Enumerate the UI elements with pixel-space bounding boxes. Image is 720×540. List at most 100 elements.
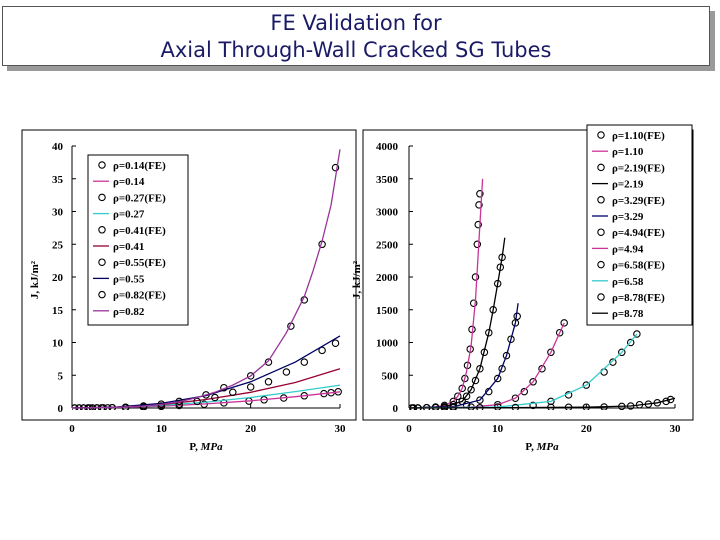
x-tick-label: 10 (156, 423, 168, 435)
data-point (493, 374, 502, 383)
data-point (666, 395, 675, 404)
data-point (331, 163, 340, 172)
y-tick-label: 500 (382, 370, 399, 382)
data-point (609, 358, 617, 366)
data-point (529, 378, 537, 386)
legend-label: ρ=4.94 (612, 243, 644, 255)
data-point (462, 392, 471, 400)
data-point (193, 397, 201, 406)
y-tick-label: 35 (52, 174, 64, 186)
data-point (626, 338, 635, 347)
chart-2: 0 500 1000 1500 2000 2500 3000 3500 4000 0 10 20 30 P… (351, 124, 694, 453)
x-axis-label: P, MPa (525, 441, 559, 453)
data-point (467, 385, 475, 394)
y-tick-label: 1000 (376, 338, 399, 350)
chart-1: 0 5 10 15 20 25 30 35 40 0 10 20 30 P, MPa J, kJ/m² ρ=0… (21, 129, 357, 453)
legend-label: ρ=8.78 (612, 308, 644, 320)
legend-label: ρ=0.27(FE) (113, 192, 166, 204)
legend-label: ρ=0.82(FE) (113, 290, 166, 302)
legend-marker-swatch (98, 226, 106, 234)
y-tick-label: 3000 (376, 207, 399, 219)
legend-label: ρ=3.29 (612, 211, 644, 223)
series-line (72, 149, 341, 409)
data-point (471, 376, 480, 385)
series-line (409, 397, 676, 409)
data-point (511, 394, 520, 402)
data-point (618, 348, 626, 357)
legend-label: ρ=0.14(FE) (113, 160, 166, 172)
y-tick-label: 2500 (376, 239, 399, 251)
legend-marker-swatch (597, 260, 605, 269)
x-tick-label: 20 (581, 423, 593, 435)
data-point (264, 358, 273, 366)
legend: ρ=0.14(FE) ρ=0.14 ρ=0.27(FE) ρ=0.27 ρ=0.41(F… (87, 154, 189, 326)
data-point (520, 387, 529, 396)
legend-marker-swatch (98, 161, 106, 169)
plot-area (72, 149, 342, 410)
legend-label: ρ=2.19(FE) (612, 162, 665, 174)
legend-label: ρ=6.58 (612, 276, 644, 288)
data-point (318, 346, 326, 355)
data-point (582, 381, 591, 389)
legend-label: ρ=0.41(FE) (113, 225, 166, 237)
legend-label: ρ=4.94(FE) (612, 227, 665, 239)
legend-marker-swatch (597, 293, 605, 301)
legend-marker-swatch (597, 228, 605, 236)
legend-label: ρ=3.29(FE) (612, 195, 665, 207)
x-tick-label: 20 (245, 423, 257, 435)
x-axis-label: P, MPa (189, 441, 223, 453)
slide-title-line-2: Axial Through-Wall Cracked SG Tubes (160, 38, 552, 62)
legend-box (586, 124, 693, 326)
data-point (476, 190, 484, 198)
data-point (202, 391, 210, 399)
slide-title-line-1: FE Validation for (270, 11, 442, 35)
chart-frame (21, 129, 357, 421)
data-point (211, 393, 219, 402)
data-point (555, 328, 564, 337)
y-tick-label: 0 (58, 403, 64, 415)
data-point (476, 396, 484, 404)
x-tick-label: 10 (492, 423, 504, 435)
data-point (246, 383, 255, 391)
legend: ρ=1.10(FE) ρ=1.10 ρ=2.19(FE) ρ=2.19 ρ=3.29(F… (586, 124, 693, 326)
data-point (633, 330, 641, 338)
y-tick-label: 30 (52, 207, 64, 219)
data-point (502, 351, 511, 360)
data-point (547, 348, 555, 357)
data-point (264, 378, 273, 386)
data-point (538, 364, 546, 373)
x-tick-label: 30 (335, 423, 347, 435)
data-point (458, 384, 466, 393)
legend-marker-swatch (98, 290, 106, 299)
data-point (331, 339, 340, 347)
data-point (454, 392, 462, 400)
y-axis-label: J, kJ/m² (351, 260, 363, 299)
legend-label: ρ=6.58(FE) (612, 260, 665, 272)
data-point (529, 401, 537, 410)
slide-title-box: FE Validation for Axial Through-Wall Cra… (2, 6, 710, 66)
data-point (475, 201, 483, 209)
data-point (246, 372, 255, 380)
y-tick-label: 1500 (376, 305, 399, 317)
y-tick-label: 20 (52, 272, 64, 284)
data-point (282, 368, 291, 376)
y-tick-label: 0 (393, 403, 399, 415)
y-tick-label: 3500 (376, 174, 399, 186)
legend-label: ρ=0.82 (113, 306, 145, 318)
data-point (229, 388, 237, 397)
y-tick-label: 4000 (376, 141, 399, 153)
legend-label: ρ=0.27 (113, 209, 145, 221)
legend-label: ρ=2.19 (612, 179, 644, 191)
y-tick-label: 15 (52, 305, 64, 317)
plot-area (409, 178, 676, 410)
x-tick-label: 30 (670, 423, 682, 435)
y-tick-label: 2000 (376, 272, 399, 284)
y-tick-label: 10 (52, 338, 64, 350)
data-point (300, 358, 309, 366)
legend-marker-swatch (98, 193, 106, 202)
legend-label: ρ=0.41 (113, 241, 144, 253)
y-tick-label: 5 (58, 370, 64, 382)
legend-label: ρ=0.55(FE) (113, 257, 166, 269)
data-point (507, 335, 515, 343)
